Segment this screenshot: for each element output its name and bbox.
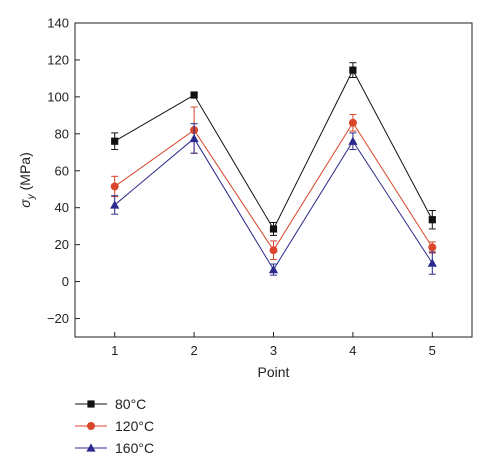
x-tick-label: 4 — [349, 343, 356, 358]
data-point — [269, 246, 278, 255]
data-point — [348, 136, 358, 145]
series-layer — [110, 62, 437, 276]
series-1 — [111, 62, 436, 236]
data-point — [269, 225, 278, 233]
data-point — [110, 200, 120, 209]
data-point — [189, 133, 199, 143]
data-point — [428, 243, 437, 252]
y-tick-label: 140 — [47, 16, 69, 31]
y-axis-title-symbol: σ — [17, 199, 33, 208]
y-axis-title-unit: (MPa) — [17, 152, 33, 194]
legend-marker — [87, 400, 95, 408]
legend-marker — [87, 422, 95, 430]
x-tick-label: 5 — [429, 343, 436, 358]
legend: 80°C 120°C 160°C — [75, 396, 154, 456]
legend-item: 120°C — [75, 418, 154, 434]
legend-item: 80°C — [75, 396, 146, 412]
y-tick-label: 80 — [55, 126, 69, 141]
y-axis-title-subscript: y — [26, 193, 37, 200]
y-tick-label: −20 — [47, 311, 69, 326]
y-tick-label: 120 — [47, 52, 69, 67]
x-tick-label: 2 — [190, 343, 197, 358]
x-tick-label: 1 — [111, 343, 118, 358]
data-point — [349, 66, 357, 74]
plot-border — [74, 22, 473, 338]
y-axis: −20 0 20 40 60 80 100 120 140 — [47, 16, 80, 326]
legend-label: 120°C — [115, 418, 154, 434]
plot-frame — [74, 22, 473, 338]
data-point — [348, 118, 357, 127]
y-tick-label: 60 — [55, 163, 69, 178]
y-axis-title: σy (MPa) — [17, 152, 37, 207]
legend-item: 160°C — [75, 440, 154, 456]
y-tick-label: 100 — [47, 89, 69, 104]
data-point — [428, 216, 436, 224]
series-3 — [110, 123, 437, 276]
y-tick-label: 0 — [62, 274, 69, 289]
series-line — [114, 69, 433, 230]
legend-marker — [86, 443, 96, 452]
data-point — [111, 137, 119, 145]
legend-label: 80°C — [115, 396, 146, 412]
y-tick-label: 20 — [55, 237, 69, 252]
x-tick-label: 3 — [270, 343, 277, 358]
legend-label: 160°C — [115, 440, 154, 456]
data-point — [427, 258, 437, 267]
data-point — [110, 182, 119, 191]
x-axis: 1 2 3 4 5 — [111, 332, 436, 358]
data-point — [190, 91, 198, 99]
series-2 — [110, 106, 437, 260]
x-axis-title: Point — [258, 364, 290, 380]
y-tick-label: 40 — [55, 200, 69, 215]
data-point — [268, 264, 279, 274]
